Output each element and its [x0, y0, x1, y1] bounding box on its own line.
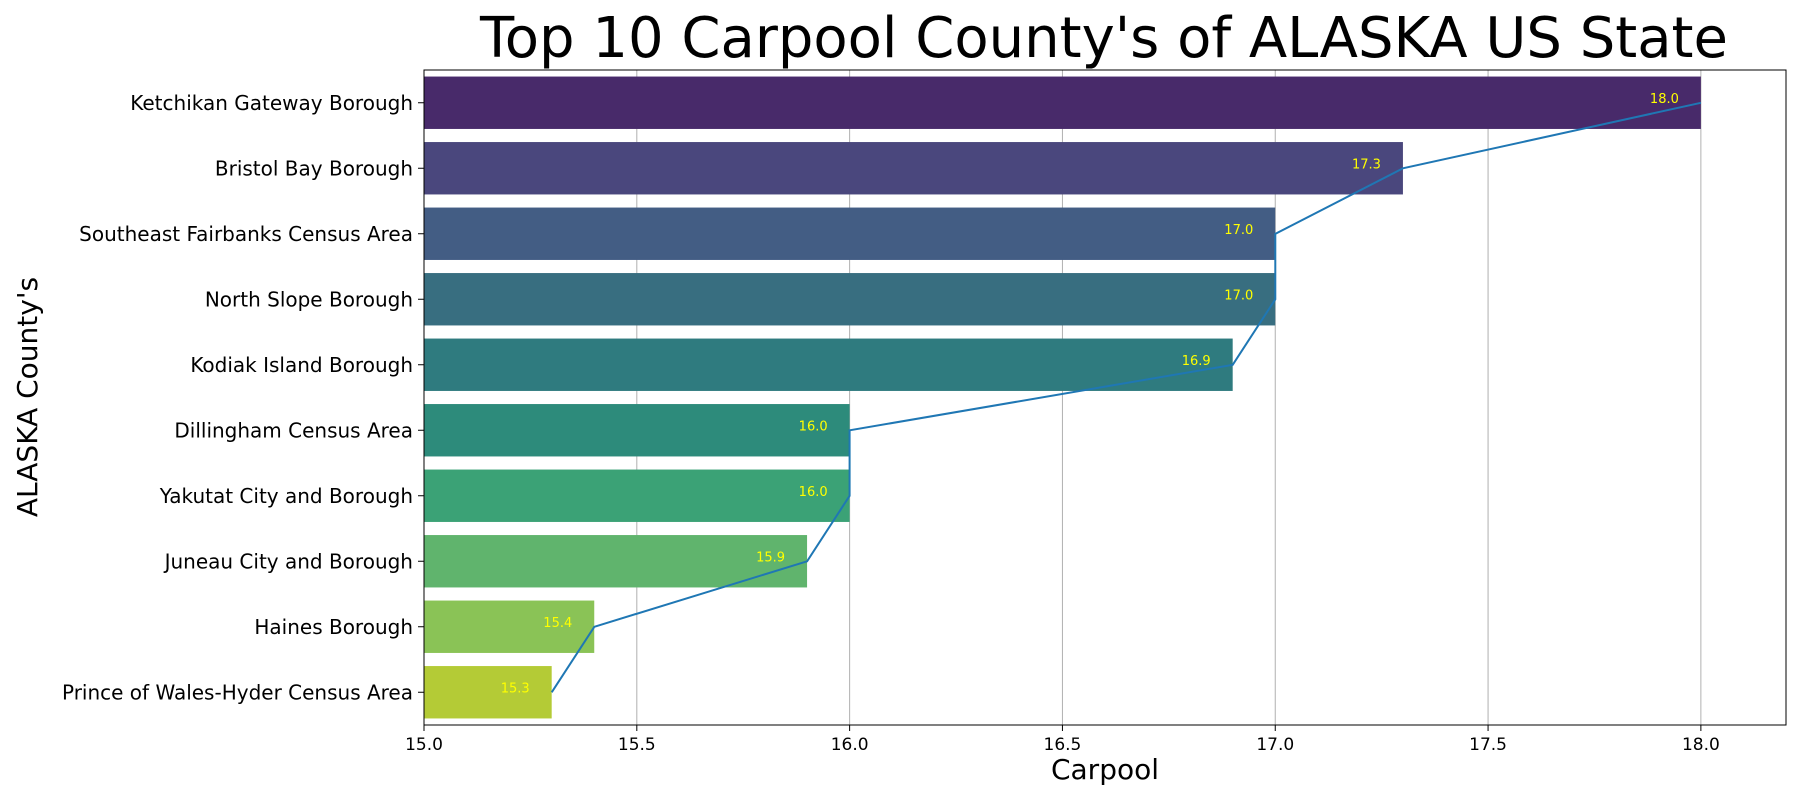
- bar: [424, 207, 1276, 260]
- bar-value-label: 15.4: [543, 616, 572, 631]
- x-tick-labels: 15.0 15.5 16.0 16.5 17.0 17.5 18.0: [405, 725, 1720, 755]
- bar-value-labels: 18.0 17.3 17.0 17.0 16.9 16.0 16.0 15.9 15.4 15.3: [501, 92, 1679, 697]
- bar: [424, 469, 850, 522]
- x-axis-label: Carpool: [1051, 753, 1159, 786]
- bar-value-label: 17.0: [1224, 223, 1253, 238]
- bar: [424, 404, 850, 457]
- y-tick-label: Kodiak Island Borough: [190, 353, 413, 377]
- x-tick-label: 17.5: [1469, 735, 1507, 755]
- bar: [424, 600, 595, 653]
- bar-value-label: 16.0: [799, 419, 828, 434]
- x-tick-label: 18.0: [1682, 735, 1720, 755]
- y-tick-label: Ketchikan Gateway Borough: [130, 91, 413, 115]
- y-tick-label: Juneau City and Borough: [163, 549, 413, 573]
- x-tick-label: 15.0: [405, 735, 443, 755]
- bar-value-label: 15.3: [501, 681, 530, 696]
- plot-frame: [423, 69, 1787, 726]
- bar-value-label: 15.9: [756, 550, 785, 565]
- y-axis-label: ALASKA County's: [11, 277, 44, 517]
- chart-title: Top 10 Carpool County's of ALASKA US Sta…: [479, 6, 1728, 71]
- y-tick-label: Prince of Wales-Hyder Census Area: [62, 680, 413, 704]
- y-tick-label: North Slope Borough: [205, 287, 413, 311]
- x-tick-label: 16.5: [1044, 735, 1082, 755]
- bar-value-label: 16.9: [1182, 354, 1211, 369]
- bar: [424, 273, 1276, 326]
- bar: [424, 76, 1701, 129]
- bar-value-label: 17.0: [1224, 288, 1253, 303]
- y-tick-label: Bristol Bay Borough: [215, 156, 413, 180]
- x-tick-label: 17.0: [1256, 735, 1294, 755]
- y-tick-label: Yakutat City and Borough: [159, 484, 413, 508]
- bar-value-label: 16.0: [799, 485, 828, 500]
- bar: [424, 666, 552, 719]
- bar: [424, 142, 1403, 195]
- x-tick-label: 16.0: [831, 735, 869, 755]
- y-tick-label: Dillingham Census Area: [174, 418, 413, 442]
- bar: [424, 338, 1233, 391]
- y-tick-label: Haines Borough: [254, 615, 413, 639]
- y-tick-label: Southeast Fairbanks Census Area: [79, 222, 413, 246]
- bar: [424, 535, 808, 588]
- bars: [424, 76, 1701, 719]
- bar-value-label: 18.0: [1650, 92, 1679, 107]
- bar-value-label: 17.3: [1352, 157, 1381, 172]
- y-tick-labels: Ketchikan Gateway Borough Bristol Bay Bor…: [62, 91, 424, 704]
- trend-line: [550, 101, 1702, 693]
- x-tick-label: 15.5: [618, 735, 656, 755]
